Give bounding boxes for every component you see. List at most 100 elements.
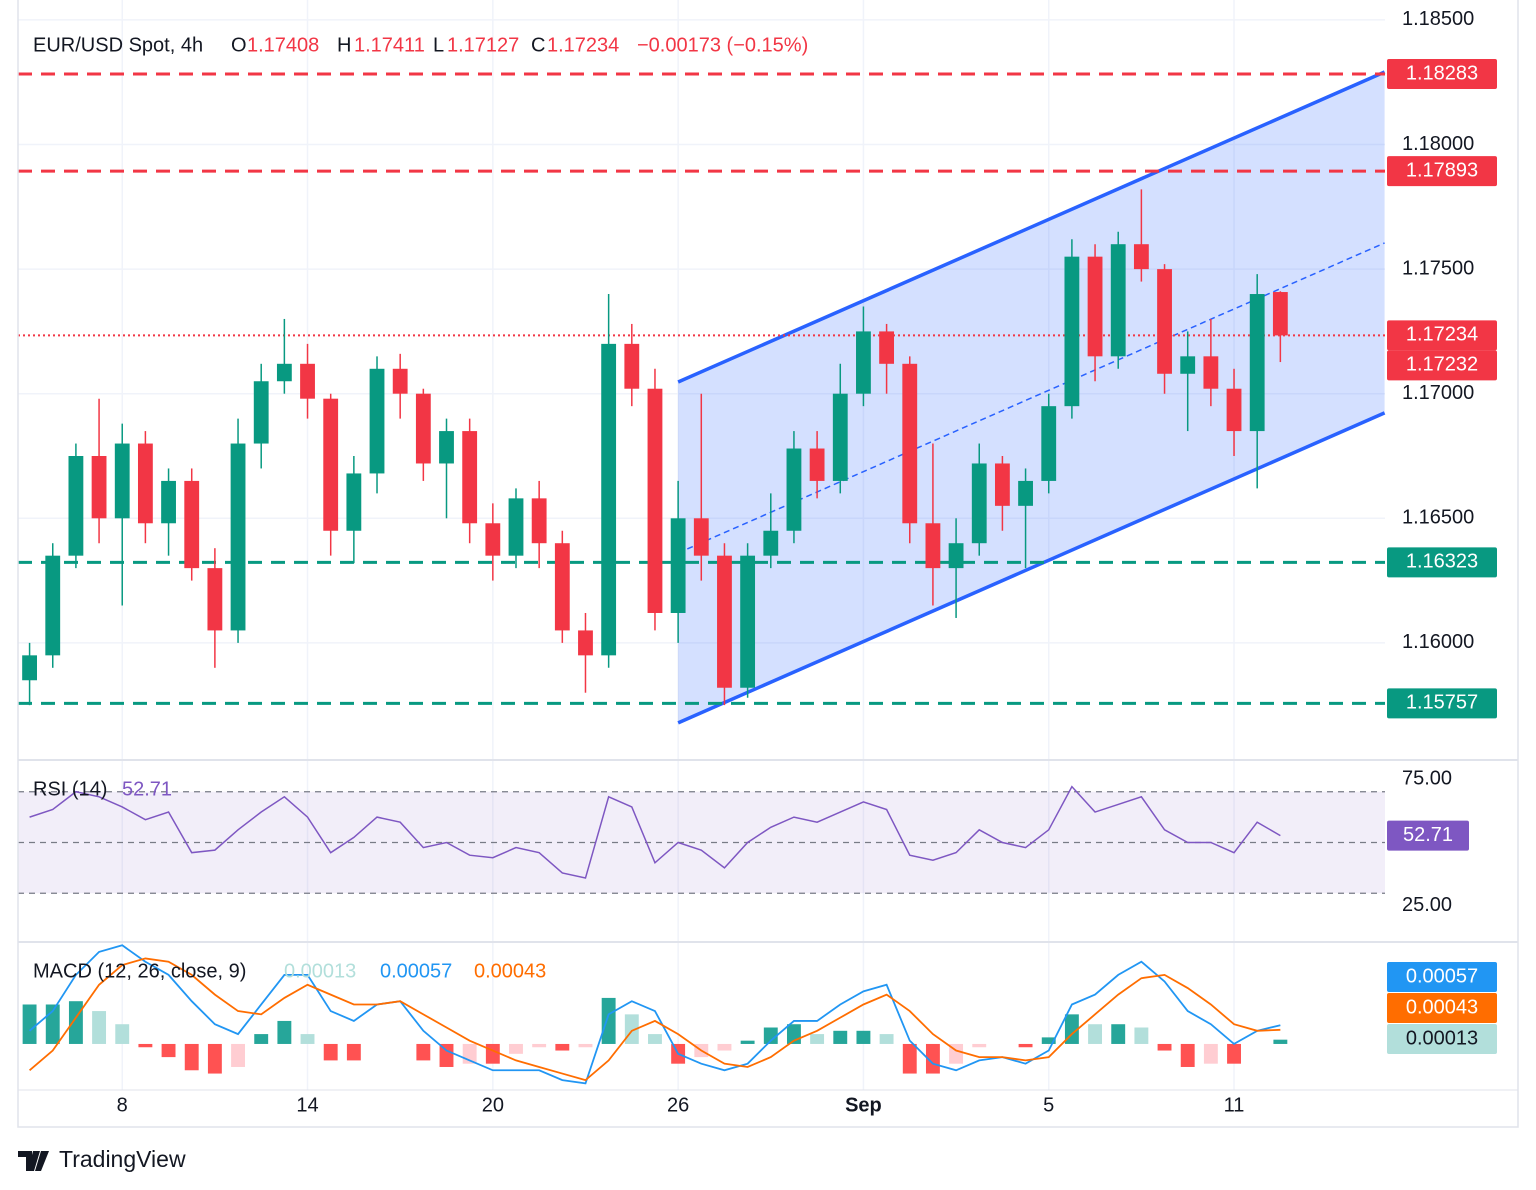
logo bbox=[18, 1151, 49, 1171]
macd-histogram-bar bbox=[509, 1043, 523, 1054]
x-tick-label: 20 bbox=[482, 1094, 504, 1116]
candle-body bbox=[91, 456, 107, 519]
price-label: 1.17234 bbox=[1406, 324, 1478, 346]
macd-histogram-bar bbox=[300, 1034, 315, 1044]
price-label-box bbox=[1387, 350, 1497, 381]
macd-label: 0.00013 bbox=[1406, 1027, 1478, 1049]
y-tick-label: 25.00 bbox=[1402, 894, 1452, 916]
macd-label-box bbox=[1387, 962, 1497, 992]
candle-body bbox=[137, 443, 153, 524]
macd-histogram-bar bbox=[1203, 1043, 1218, 1064]
candle-body bbox=[1018, 480, 1033, 506]
ohlc-value: 1.17234 bbox=[547, 34, 619, 56]
x-tick-label: 14 bbox=[296, 1094, 318, 1116]
candle-body bbox=[415, 393, 431, 464]
macd-histogram-bar bbox=[138, 1043, 153, 1048]
candle-body bbox=[161, 480, 176, 524]
macd-histogram-bar bbox=[1273, 1039, 1288, 1044]
ohlc-letter: H bbox=[337, 34, 351, 56]
candle-body bbox=[114, 443, 130, 519]
macd-histogram-bar bbox=[68, 1001, 83, 1044]
candle-body bbox=[832, 393, 848, 481]
price-label: 1.18283 bbox=[1406, 62, 1478, 84]
candle-body bbox=[508, 498, 524, 556]
macd-histogram-bar bbox=[717, 1043, 732, 1051]
candle-body bbox=[1249, 294, 1265, 432]
frame bbox=[17, 0, 1519, 1128]
candle-body bbox=[1180, 356, 1196, 374]
macd-legend-value: 0.00057 bbox=[380, 960, 452, 982]
candle-body bbox=[184, 480, 200, 569]
macd-label: 0.00043 bbox=[1406, 996, 1478, 1018]
macd-histogram-bar bbox=[555, 1043, 570, 1051]
y-tick-label: 75.00 bbox=[1402, 767, 1452, 789]
y-tick-label: 1.18500 bbox=[1402, 8, 1474, 30]
candle-body bbox=[809, 448, 825, 481]
candle-body bbox=[786, 448, 802, 531]
macd-histogram-bar bbox=[231, 1043, 245, 1067]
macd-histogram-bar bbox=[648, 1034, 662, 1044]
macd-histogram-bar bbox=[833, 1030, 848, 1044]
macd-histogram-bar bbox=[439, 1043, 454, 1067]
macd-histogram-bar bbox=[879, 1034, 894, 1044]
macd-label: 0.00057 bbox=[1406, 965, 1478, 987]
macd-histogram-bar bbox=[1018, 1043, 1033, 1048]
rsi-legend: RSI (14) bbox=[33, 778, 107, 800]
candle-body bbox=[346, 473, 362, 531]
price-label: 1.17893 bbox=[1406, 159, 1478, 181]
rsi-label: 52.71 bbox=[1403, 824, 1453, 846]
macd-histogram-bar bbox=[323, 1043, 338, 1061]
macd-legend: MACD (12, 26, close, 9) bbox=[33, 960, 246, 982]
candle-body bbox=[22, 655, 37, 681]
candle-body bbox=[554, 543, 570, 631]
ohlc-value: 1.17408 bbox=[247, 34, 319, 56]
candle-body bbox=[670, 518, 686, 613]
macd-histogram-bar bbox=[601, 997, 616, 1044]
macd-histogram-bar bbox=[254, 1034, 269, 1044]
ohlc-value: 1.17411 bbox=[354, 34, 425, 56]
candle-body bbox=[925, 523, 941, 569]
candle-body bbox=[300, 363, 315, 399]
y-tick-label: 1.18000 bbox=[1402, 133, 1474, 155]
candle-body bbox=[578, 630, 593, 656]
candle-body bbox=[1133, 244, 1149, 270]
macd-histogram-bar bbox=[346, 1043, 361, 1061]
header: EUR/USD Spot, 4h O 1.17408 H 1.17411 L 1… bbox=[33, 34, 808, 56]
ohlc-letter: O bbox=[231, 34, 247, 56]
price-label-box bbox=[1387, 688, 1497, 719]
candle-body bbox=[994, 463, 1010, 506]
macd-histogram-bar bbox=[115, 1024, 130, 1044]
macd-label-box bbox=[1387, 993, 1497, 1023]
y-tick-label: 1.17000 bbox=[1402, 382, 1474, 404]
candle-body bbox=[485, 523, 501, 556]
macd-histogram-bar bbox=[578, 1043, 593, 1048]
x-tick-label: 11 bbox=[1224, 1094, 1245, 1116]
y-tick-label: 1.16000 bbox=[1402, 631, 1474, 653]
candle-body bbox=[971, 463, 987, 544]
macd-histogram-bar bbox=[1041, 1037, 1056, 1044]
price-label-box bbox=[1387, 320, 1497, 351]
macd-legend-value: 0.00013 bbox=[284, 960, 356, 982]
change: −0.00173 (−0.15%) bbox=[637, 34, 808, 56]
candle-body bbox=[693, 518, 709, 556]
candle-body bbox=[323, 398, 339, 531]
macd-histogram-bar bbox=[856, 1030, 871, 1044]
candle-body bbox=[1157, 269, 1172, 374]
plot-layer: 8 14 20 26 Sep 5 11 1.18500 1.18000 1.17500 1.1700… bbox=[18, 0, 1497, 1116]
macd-label-box bbox=[1387, 1024, 1497, 1054]
macd-histogram-bar bbox=[740, 1040, 755, 1044]
price-label: 1.15757 bbox=[1406, 692, 1478, 714]
candle-body bbox=[1064, 256, 1080, 407]
candle-body bbox=[902, 363, 918, 524]
macd-histogram-bar bbox=[277, 1020, 292, 1044]
price-label-box bbox=[1387, 156, 1497, 187]
candle-body bbox=[369, 368, 385, 474]
x-tick-label: 26 bbox=[667, 1094, 689, 1116]
candle-body bbox=[230, 443, 246, 631]
macd-histogram-bar bbox=[92, 1011, 107, 1044]
candle-body bbox=[879, 331, 895, 364]
candle-body bbox=[624, 343, 640, 389]
macd-histogram-bar bbox=[207, 1043, 222, 1074]
ohlc-letter: C bbox=[531, 34, 545, 56]
